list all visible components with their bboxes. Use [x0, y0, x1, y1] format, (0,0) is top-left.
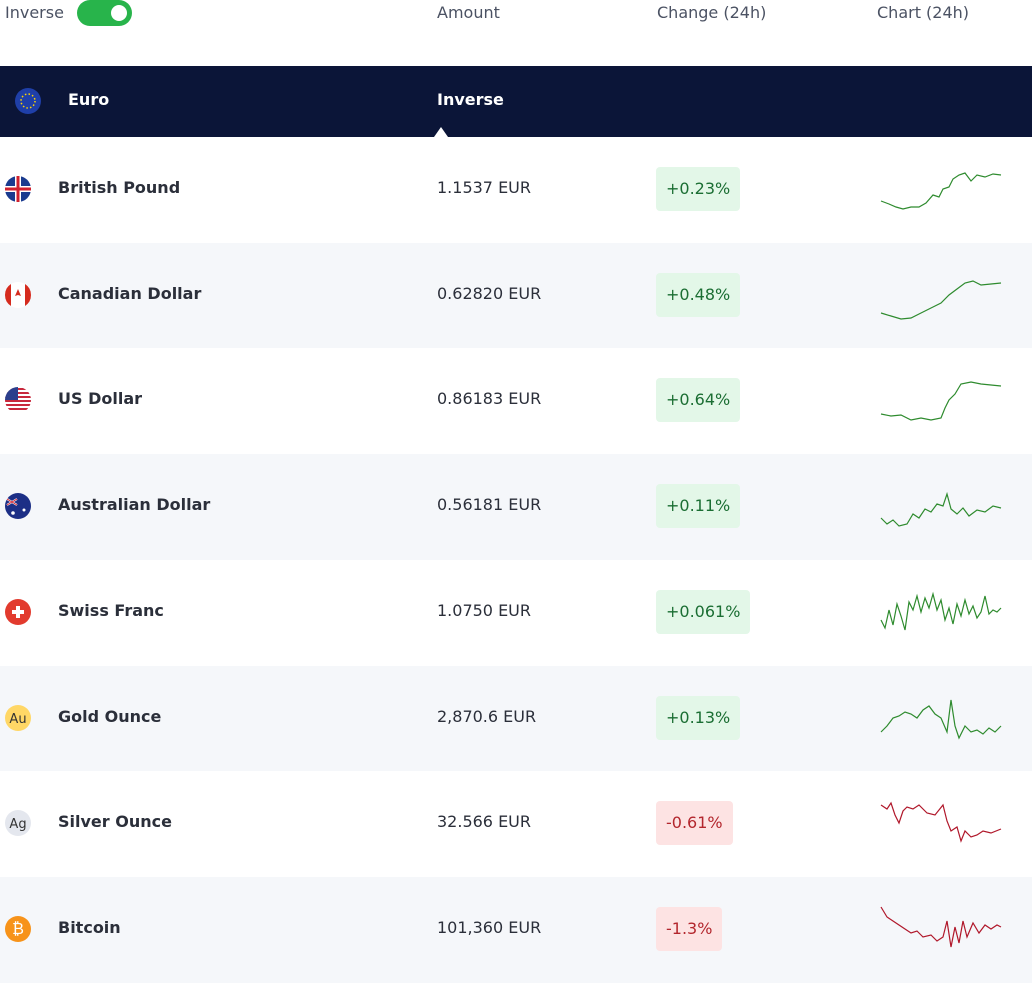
- change-badge: +0.23%: [656, 167, 741, 211]
- sparkline: [880, 699, 1002, 740]
- currency-icon: Ag: [5, 810, 31, 837]
- amount: 0.62820 EUR: [437, 283, 542, 303]
- base-label: Inverse: [437, 90, 504, 109]
- sparkline: [880, 280, 1002, 320]
- currency-name: British Pound: [58, 178, 181, 197]
- currency-row[interactable]: Ag Silver Ounce 32.566 EUR -0.61%: [0, 771, 1032, 878]
- amount: 2,870.6 EUR: [437, 706, 537, 726]
- currency-row[interactable]: US Dollar 0.86183 EUR +0.64%: [0, 348, 1032, 455]
- currency-name: Gold Ounce: [58, 706, 162, 726]
- eu-flag: [15, 88, 41, 114]
- currency-row[interactable]: Australian Dollar 0.56181 EUR +0.11%: [0, 454, 1032, 561]
- amount: 101,360 EUR: [437, 917, 542, 937]
- sparkline: [880, 591, 1002, 630]
- column-header: Chart (24h): [877, 3, 970, 22]
- change-badge: +0.64%: [656, 378, 741, 423]
- currency-icon: [5, 493, 31, 520]
- pointer: [434, 127, 448, 137]
- toggle-label: Inverse: [5, 3, 64, 22]
- column-header: Change (24h): [657, 3, 767, 22]
- column-header: Amount: [437, 3, 500, 22]
- change-badge: +0.061%: [656, 589, 751, 634]
- amount: 1.1537 EUR: [437, 178, 532, 197]
- currency-name: Canadian Dollar: [58, 283, 202, 303]
- sparkline: [880, 801, 1002, 844]
- base-bar: Euro Inverse: [0, 66, 1032, 137]
- amount: 1.0750 EUR: [437, 600, 532, 620]
- currency-name: Bitcoin: [58, 917, 121, 937]
- currency-icon: [5, 387, 31, 414]
- change-badge: +0.13%: [656, 695, 741, 740]
- icon-text: ₿: [12, 919, 24, 938]
- currency-name: US Dollar: [58, 389, 143, 409]
- currency-name: Swiss Franc: [58, 600, 164, 620]
- amount: 32.566 EUR: [437, 812, 532, 832]
- currency-row[interactable]: British Pound 1.1537 EUR +0.23%: [0, 137, 1032, 243]
- currency-icon: Au: [5, 704, 31, 731]
- currency-row[interactable]: Au Gold Ounce 2,870.6 EUR +0.13%: [0, 665, 1032, 772]
- change-badge: -1.3%: [656, 906, 723, 951]
- currency-row[interactable]: ₿ Bitcoin 101,360 EUR -1.3%: [0, 876, 1032, 983]
- currency-name: Silver Ounce: [58, 812, 172, 832]
- currency-row[interactable]: Swiss Franc 1.0750 EUR +0.061%: [0, 559, 1032, 666]
- sparkline: [880, 906, 1002, 948]
- sparkline: [880, 381, 1002, 422]
- base-name: Euro: [68, 90, 110, 109]
- toggle[interactable]: [77, 0, 133, 27]
- amount: 0.86183 EUR: [437, 389, 542, 409]
- icon-text: Au: [9, 712, 26, 727]
- sparkline: [880, 172, 1002, 210]
- change-badge: -0.61%: [656, 801, 733, 846]
- currency-icon: ₿: [5, 915, 31, 942]
- icon-text: Ag: [9, 817, 26, 832]
- currency-row[interactable]: Canadian Dollar 0.62820 EUR +0.48%: [0, 242, 1032, 349]
- change-badge: +0.11%: [656, 484, 741, 529]
- change-badge: +0.48%: [656, 272, 741, 317]
- currency-icon: [5, 281, 32, 308]
- currency-icon: [5, 176, 31, 202]
- currency-name: Australian Dollar: [58, 495, 211, 515]
- sparkline: [880, 492, 1002, 527]
- currency-icon: [5, 598, 31, 625]
- amount: 0.56181 EUR: [437, 495, 542, 515]
- currency-table: Inverse Amount Change (24h) Chart (24h) …: [0, 0, 1032, 951]
